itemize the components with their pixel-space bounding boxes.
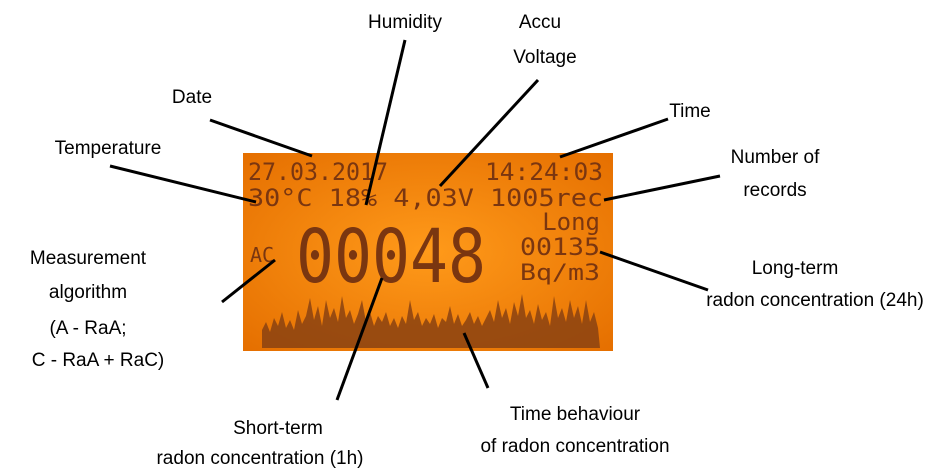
label: Voltage [513,47,576,68]
label: Humidity [368,12,442,33]
label: records [743,180,806,201]
label: Time behaviour [510,404,641,425]
lcd-short-value: 00048 [296,214,486,300]
lcd-unit: Bq/m3 [520,261,600,286]
label: algorithm [49,282,127,303]
pointer [560,119,668,157]
label: of radon concentration [480,436,669,457]
pointer [210,120,312,156]
lcd-long-value: 00135 [520,233,600,261]
pointer [110,166,256,202]
lcd-time: 14:24:03 [485,158,603,186]
label: Measurement [30,248,147,269]
label: (A - RaA; [49,318,126,339]
label: radon concentration (24h) [706,290,924,311]
label: Number of [731,147,820,168]
label: Long-term [752,258,839,279]
lcd-date: 27.03.2017 [248,158,388,186]
label: Accu [519,12,561,33]
pointer [604,176,720,200]
diagram: 27.03.2017 14:24:03 30°C 18% 4,03V 1005r… [0,0,934,472]
lcd-mode: Long [542,208,600,236]
pointer [600,252,708,290]
label: Date [172,87,212,108]
label: Time [669,101,711,122]
label: radon concentration (1h) [156,448,363,469]
label: C - RaA + RaC) [32,350,165,371]
label: Short-term [233,418,323,439]
label: Temperature [55,138,162,159]
